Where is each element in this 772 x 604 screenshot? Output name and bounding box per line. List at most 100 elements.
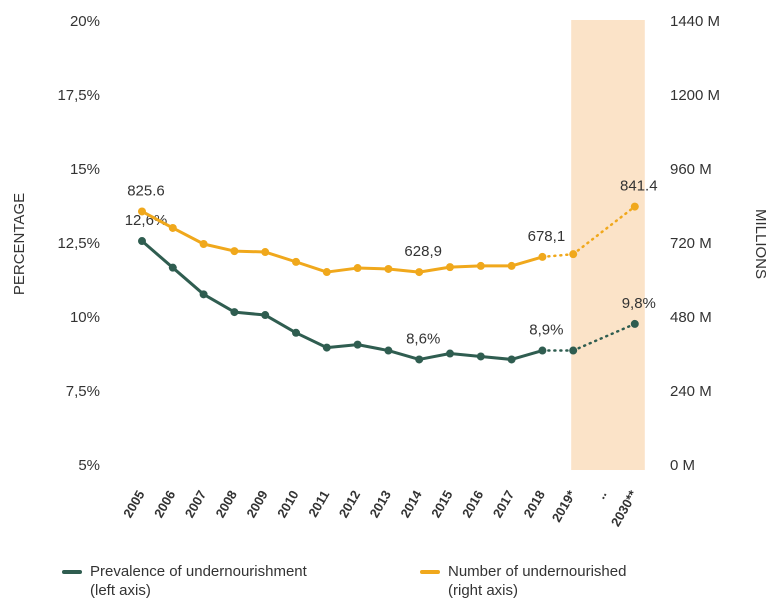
point	[353, 264, 362, 273]
line-segment	[541, 252, 575, 259]
point	[199, 240, 208, 248]
line-segment	[202, 242, 236, 253]
point	[538, 346, 547, 355]
point	[476, 352, 485, 361]
point	[415, 268, 424, 277]
y2-tick-label: 240 M	[670, 383, 712, 400]
value-label: 8,6%	[406, 330, 440, 347]
x-tick-label: 2014	[397, 487, 425, 520]
line-segment	[263, 313, 298, 335]
x-tick-label: 2013	[367, 488, 394, 521]
y-tick-label: 20%	[70, 13, 100, 30]
value-label: 9,8%	[622, 295, 656, 312]
point	[630, 202, 639, 211]
x-tick-label: 2015	[428, 488, 455, 521]
y2-tick-label: 720 M	[670, 235, 712, 252]
line-segment	[140, 239, 175, 270]
point	[476, 261, 485, 270]
y-tick-label: 15%	[70, 161, 100, 178]
legend-label: Number of undernourished (right axis)	[448, 563, 627, 599]
y-tick-label: 10%	[70, 309, 100, 326]
line-segment	[448, 352, 483, 358]
point	[230, 308, 239, 317]
y2-axis-title: MILLIONS	[752, 209, 769, 279]
legend-swatch	[62, 570, 82, 574]
x-tick-label: 2010	[274, 488, 301, 521]
line-segment	[356, 343, 390, 353]
point	[415, 355, 424, 364]
point	[353, 340, 362, 349]
line-segment	[263, 250, 298, 264]
line-segment	[325, 343, 360, 350]
y2-tick-label: 960 M	[670, 161, 712, 178]
legend-item: Prevalence of undernourishment (left axi…	[62, 562, 330, 600]
legend-item: Number of undernourished (right axis)	[420, 562, 648, 600]
y2-tick-label: 1200 M	[670, 87, 720, 104]
x-tick-label: 2016	[459, 488, 486, 521]
line-segment	[294, 331, 329, 350]
point	[507, 355, 516, 364]
point	[446, 349, 454, 358]
line-segment	[386, 349, 421, 361]
point	[138, 207, 146, 216]
line-segment	[448, 264, 483, 269]
line-segment	[386, 267, 421, 274]
value-label: 678,1	[528, 228, 566, 245]
line-segment	[571, 205, 637, 256]
x-tick-label: 2005	[120, 488, 147, 521]
point	[292, 328, 300, 337]
line-segment	[479, 354, 514, 361]
x-tick-label: 2007	[182, 488, 209, 521]
point	[322, 343, 331, 352]
line-segment	[510, 255, 544, 268]
x-tick-label: 2008	[213, 488, 240, 521]
projection-band	[571, 20, 645, 470]
y2-tick-label: 480 M	[670, 309, 712, 326]
point	[199, 290, 208, 299]
point	[261, 248, 270, 257]
line-segment	[571, 322, 637, 352]
y-tick-label: 7,5%	[66, 383, 100, 400]
point	[138, 237, 146, 246]
value-label: 628,9	[404, 243, 442, 260]
x-tick-label: 2017	[490, 488, 517, 521]
line-segment	[356, 266, 390, 271]
line-segment	[294, 260, 329, 274]
value-label: 8,9%	[529, 322, 563, 339]
legend-swatch	[420, 570, 440, 574]
point	[569, 346, 578, 355]
line-segment	[417, 265, 452, 274]
x-tick-label: ..	[593, 488, 610, 502]
value-label: 12,6%	[125, 212, 168, 229]
line-segment	[171, 226, 206, 246]
y2-tick-label: 1440 M	[670, 13, 720, 30]
x-tick-label: 2030**	[608, 487, 641, 529]
point	[168, 223, 177, 232]
point	[507, 261, 516, 270]
line-segment	[232, 310, 267, 317]
line-segment	[510, 349, 544, 361]
legend-label: Prevalence of undernourishment (left axi…	[90, 563, 307, 599]
x-tick-label: 2018	[521, 488, 548, 521]
point	[538, 252, 547, 261]
y-axis-title: PERCENTAGE	[11, 193, 28, 295]
line-segment	[232, 249, 267, 254]
x-tick-label: 2019*	[549, 487, 579, 525]
point	[168, 263, 177, 272]
point	[630, 319, 639, 328]
x-tick-label: 2009	[243, 488, 270, 521]
value-label: 841.4	[620, 178, 658, 195]
y-tick-label: 17,5%	[57, 87, 100, 104]
y-tick-label: 12,5%	[57, 235, 100, 252]
line-segment	[202, 292, 236, 314]
point	[384, 346, 393, 355]
point	[322, 268, 331, 277]
point	[569, 250, 578, 259]
point	[384, 264, 393, 273]
x-tick-label: 2006	[151, 488, 178, 521]
value-label: 825.6	[127, 182, 165, 199]
y2-tick-label: 0 M	[670, 457, 695, 474]
line-segment	[171, 266, 206, 296]
